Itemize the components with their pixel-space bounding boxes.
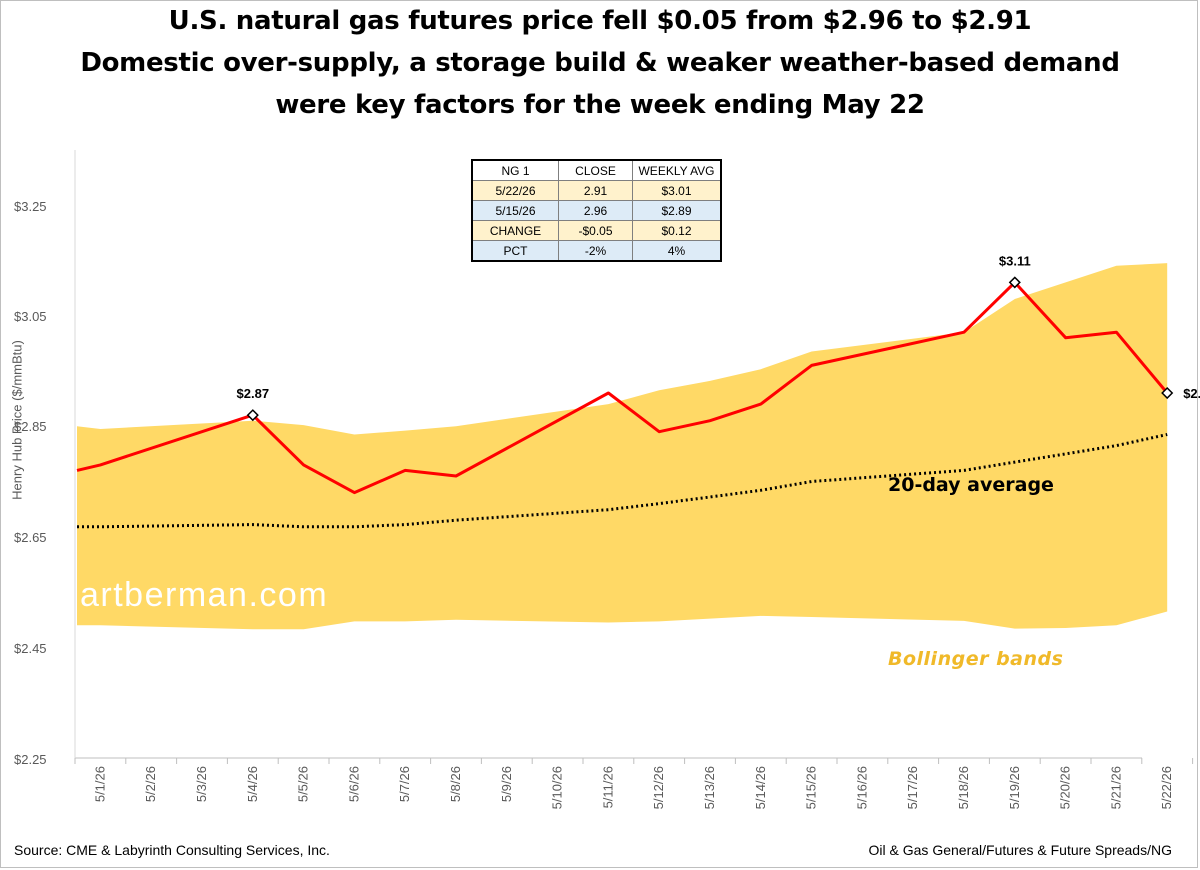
table-header-row: NG 1 CLOSE WEEKLY AVG: [471, 159, 722, 181]
table-cell: -2%: [558, 240, 633, 262]
table-cell: 5/22/26: [471, 180, 559, 201]
bollinger-bands-label: Bollinger bands: [888, 648, 1064, 670]
table-cell: -$0.05: [558, 220, 633, 241]
table-row: PCT -2% 4%: [471, 240, 722, 262]
table-header-cell: NG 1: [471, 159, 559, 181]
x-tick-label: 5/11/26: [600, 766, 615, 808]
y-tick-label: $2.25: [14, 752, 47, 767]
watermark: artberman.com: [80, 576, 329, 614]
x-tick-label: 5/14/26: [753, 766, 768, 809]
bollinger-band-area: [77, 263, 1168, 630]
x-tick-label: 5/21/26: [1108, 766, 1123, 809]
table-cell: 2.91: [558, 180, 633, 201]
table-cell: CHANGE: [471, 220, 559, 241]
y-tick-label: $3.05: [14, 309, 47, 324]
data-label: $3.11: [999, 253, 1031, 268]
table-row: CHANGE -$0.05 $0.12: [471, 220, 722, 241]
moving-average-label: 20-day average: [888, 474, 1054, 496]
table-cell: 5/15/26: [471, 200, 559, 221]
x-tick-label: 5/4/26: [245, 766, 260, 802]
chart-title-line-1: U.S. natural gas futures price fell $0.0…: [168, 6, 1032, 36]
category-path: Oil & Gas General/Futures & Future Sprea…: [868, 842, 1172, 858]
x-tick-label: 5/1/26: [92, 766, 107, 802]
price-summary-table: NG 1 CLOSE WEEKLY AVG 5/22/26 2.91 $3.01…: [471, 159, 722, 262]
x-tick-label: 5/3/26: [194, 766, 209, 802]
y-tick-label: $3.25: [14, 199, 47, 214]
table-header-cell: CLOSE: [558, 159, 633, 181]
x-tick-label: 5/13/26: [702, 766, 717, 809]
table-row: 5/15/26 2.96 $2.89: [471, 200, 722, 221]
x-tick-label: 5/5/26: [296, 766, 311, 802]
x-tick-label: 5/18/26: [956, 766, 971, 809]
x-tick-label: 5/15/26: [804, 766, 819, 809]
y-axis-label: Henry Hub Price ($/mmBtu): [9, 340, 25, 500]
x-tick-label: 5/10/26: [550, 766, 565, 809]
y-tick-label: $2.45: [14, 641, 47, 656]
source-note: Source: CME & Labyrinth Consulting Servi…: [14, 842, 330, 858]
table-cell: 4%: [632, 240, 722, 262]
x-tick-label: 5/2/26: [143, 766, 158, 802]
data-label: $2.87: [237, 386, 270, 401]
table-cell: $0.12: [632, 220, 722, 241]
table-cell: 2.96: [558, 200, 633, 221]
x-tick-label: 5/8/26: [448, 766, 463, 802]
x-tick-label: 5/6/26: [346, 766, 361, 802]
x-tick-label: 5/12/26: [651, 766, 666, 809]
x-tick-label: 5/22/26: [1159, 766, 1174, 809]
chart-title-line-3: were key factors for the week ending May…: [275, 90, 925, 120]
data-point-marker: [1161, 386, 1174, 400]
x-tick-label: 5/17/26: [905, 766, 920, 809]
data-point-marker: [1008, 276, 1021, 289]
table-cell: $2.89: [632, 200, 722, 221]
table-cell: $3.01: [632, 180, 722, 201]
table-cell: PCT: [471, 240, 559, 262]
y-tick-label: $2.65: [14, 530, 47, 545]
x-tick-label: 5/19/26: [1007, 766, 1022, 809]
table-row: 5/22/26 2.91 $3.01: [471, 180, 722, 201]
table-header-cell: WEEKLY AVG: [632, 159, 722, 181]
x-tick-label: 5/9/26: [499, 766, 514, 802]
x-tick-label: 5/20/26: [1058, 766, 1073, 809]
chart-title-line-2: Domestic over-supply, a storage build & …: [80, 48, 1120, 78]
y-tick-label: $2.85: [14, 419, 47, 434]
x-tick-label: 5/7/26: [397, 766, 412, 802]
x-tick-label: 5/16/26: [854, 766, 869, 809]
data-label: $2.91: [1183, 386, 1200, 401]
data-point-marker: [246, 409, 259, 422]
price-line: [76, 280, 1169, 495]
